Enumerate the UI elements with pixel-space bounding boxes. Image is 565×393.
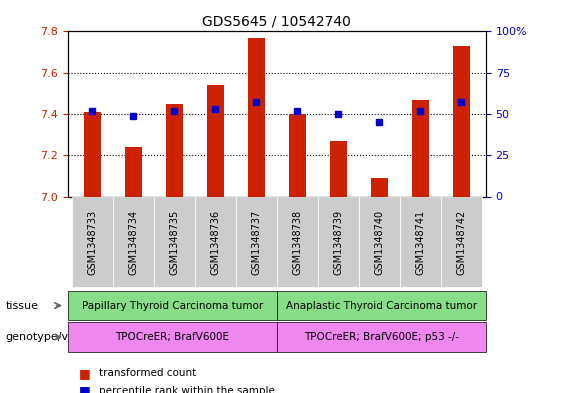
Text: genotype/variation: genotype/variation xyxy=(6,332,112,342)
Bar xyxy=(371,178,388,196)
Text: ■: ■ xyxy=(79,367,91,380)
Text: GSM1348735: GSM1348735 xyxy=(170,210,179,275)
Text: tissue: tissue xyxy=(6,301,38,310)
Text: GSM1348737: GSM1348737 xyxy=(251,210,262,275)
Text: GSM1348742: GSM1348742 xyxy=(457,210,466,275)
Text: TPOCreER; BrafV600E; p53 -/-: TPOCreER; BrafV600E; p53 -/- xyxy=(304,332,459,342)
Title: GDS5645 / 10542740: GDS5645 / 10542740 xyxy=(202,15,351,29)
FancyBboxPatch shape xyxy=(277,196,318,287)
Text: transformed count: transformed count xyxy=(99,368,196,378)
Bar xyxy=(330,141,346,196)
FancyBboxPatch shape xyxy=(154,196,195,287)
Text: GSM1348734: GSM1348734 xyxy=(128,210,138,275)
FancyBboxPatch shape xyxy=(359,196,400,287)
FancyBboxPatch shape xyxy=(318,196,359,287)
Bar xyxy=(166,104,182,196)
Bar xyxy=(248,38,264,197)
FancyBboxPatch shape xyxy=(441,196,482,287)
Bar xyxy=(207,85,224,196)
Bar xyxy=(289,114,306,196)
Text: GSM1348740: GSM1348740 xyxy=(375,210,384,275)
Text: Anaplastic Thyroid Carcinoma tumor: Anaplastic Thyroid Carcinoma tumor xyxy=(286,301,477,310)
Text: GSM1348739: GSM1348739 xyxy=(333,210,344,275)
Bar xyxy=(453,46,470,196)
FancyBboxPatch shape xyxy=(236,196,277,287)
Bar xyxy=(412,99,428,196)
Text: percentile rank within the sample: percentile rank within the sample xyxy=(99,386,275,393)
Bar xyxy=(125,147,142,196)
FancyBboxPatch shape xyxy=(72,196,113,287)
Text: GSM1348738: GSM1348738 xyxy=(292,210,302,275)
Text: GSM1348733: GSM1348733 xyxy=(88,210,97,275)
Text: Papillary Thyroid Carcinoma tumor: Papillary Thyroid Carcinoma tumor xyxy=(82,301,263,310)
FancyBboxPatch shape xyxy=(195,196,236,287)
FancyBboxPatch shape xyxy=(400,196,441,287)
Text: ■: ■ xyxy=(79,384,91,393)
Text: GSM1348741: GSM1348741 xyxy=(415,210,425,275)
Text: GSM1348736: GSM1348736 xyxy=(210,210,220,275)
FancyBboxPatch shape xyxy=(113,196,154,287)
Text: TPOCreER; BrafV600E: TPOCreER; BrafV600E xyxy=(115,332,229,342)
Bar xyxy=(84,112,101,196)
